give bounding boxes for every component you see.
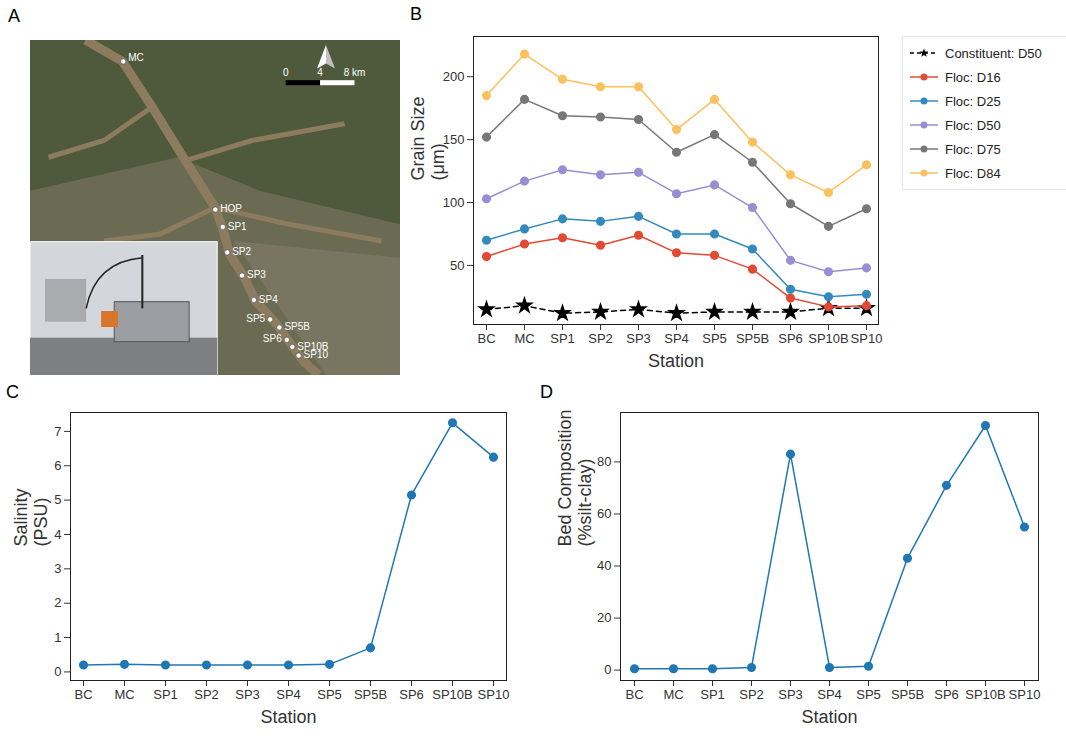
- svg-text:SP6: SP6: [399, 687, 424, 702]
- html-text:C: C: [6, 382, 19, 402]
- html-text:Constituent: D50: Constituent: D50: [945, 45, 1042, 61]
- svg-text:0: 0: [604, 662, 611, 677]
- svg-text:SP4: SP4: [664, 331, 689, 346]
- html-text:B: B: [410, 4, 422, 24]
- svg-text:SP4: SP4: [276, 687, 301, 702]
- svg-text:SP3: SP3: [778, 687, 803, 702]
- svg-text:5: 5: [54, 492, 61, 507]
- svg-text:Station: Station: [260, 707, 316, 727]
- svg-text:0: 0: [54, 664, 61, 679]
- svg-text:HOP: HOP: [220, 203, 242, 214]
- svg-text:80: 80: [597, 454, 611, 469]
- svg-text:8 km: 8 km: [344, 67, 366, 78]
- svg-text:SP5B: SP5B: [284, 321, 310, 332]
- svg-text:Salinity(PSU): Salinity(PSU): [11, 488, 51, 546]
- svg-text:SP10B: SP10B: [965, 687, 1005, 702]
- svg-text:BC: BC: [74, 687, 92, 702]
- svg-text:SP5B: SP5B: [354, 687, 387, 702]
- svg-text:SP2: SP2: [739, 687, 764, 702]
- svg-text:200: 200: [443, 69, 465, 84]
- svg-text:SP1: SP1: [700, 687, 725, 702]
- svg-text:SP3: SP3: [235, 687, 260, 702]
- svg-text:4: 4: [317, 67, 323, 78]
- html-text:Floc: D75: Floc: D75: [945, 141, 1001, 157]
- svg-text:2: 2: [54, 595, 61, 610]
- svg-text:50: 50: [450, 258, 464, 273]
- svg-text:SP5B: SP5B: [891, 687, 924, 702]
- svg-text:SP10B: SP10B: [808, 331, 848, 346]
- svg-text:SP5: SP5: [317, 687, 342, 702]
- svg-text:SP2: SP2: [194, 687, 219, 702]
- svg-text:SP4: SP4: [817, 687, 842, 702]
- svg-text:60: 60: [597, 506, 611, 521]
- svg-text:SP10: SP10: [304, 349, 329, 360]
- svg-text:SP6: SP6: [263, 333, 282, 344]
- svg-text:SP10B: SP10B: [297, 340, 329, 352]
- svg-text:150: 150: [442, 131, 465, 147]
- svg-text:100: 100: [443, 195, 465, 210]
- svg-text:MC: MC: [114, 687, 134, 702]
- svg-text:SP5: SP5: [246, 313, 265, 324]
- html-text:D: D: [540, 382, 553, 402]
- svg-text:SP4: SP4: [259, 294, 278, 305]
- svg-text:SP1: SP1: [153, 687, 178, 702]
- svg-text:SP2: SP2: [232, 246, 251, 257]
- svg-text:BC: BC: [477, 331, 495, 346]
- svg-text:Station: Station: [801, 707, 857, 727]
- svg-text:40: 40: [597, 558, 611, 573]
- svg-text:SP5: SP5: [702, 331, 727, 346]
- svg-text:SP2: SP2: [588, 331, 613, 346]
- svg-text:0: 0: [283, 67, 289, 78]
- svg-text:SP5B: SP5B: [736, 331, 769, 346]
- html-text:Floc: D25: Floc: D25: [945, 93, 1001, 109]
- svg-text:SP5: SP5: [856, 687, 881, 702]
- svg-text:7: 7: [54, 424, 61, 439]
- svg-text:4: 4: [54, 527, 61, 542]
- svg-text:6: 6: [54, 458, 61, 473]
- svg-text:3: 3: [54, 561, 61, 576]
- svg-text:SP1: SP1: [550, 331, 575, 346]
- svg-text:SP6: SP6: [778, 331, 803, 346]
- svg-text:20: 20: [597, 610, 611, 625]
- svg-text:SP6: SP6: [934, 687, 959, 702]
- svg-text:SP1: SP1: [228, 221, 247, 232]
- svg-text:MC: MC: [663, 687, 683, 702]
- svg-text:Bed Composition(%silt-clay): Bed Composition(%silt-clay): [555, 409, 595, 546]
- svg-text:SP3: SP3: [247, 269, 266, 280]
- svg-text:1: 1: [54, 630, 61, 645]
- svg-text:SP10: SP10: [851, 331, 883, 346]
- svg-text:SP10: SP10: [1009, 687, 1041, 702]
- html-text:Floc: D16: Floc: D16: [945, 69, 1001, 85]
- html-text:A: A: [8, 6, 20, 26]
- svg-text:SP10: SP10: [478, 687, 510, 702]
- svg-text:BC: BC: [625, 687, 643, 702]
- svg-text:MC: MC: [128, 52, 144, 63]
- svg-text:SP10B: SP10B: [432, 687, 472, 702]
- html-text:Floc: D50: Floc: D50: [945, 117, 1001, 133]
- svg-text:SP3: SP3: [626, 331, 651, 346]
- svg-text:Grain Size(μm): Grain Size(μm): [408, 96, 448, 180]
- svg-text:Station: Station: [648, 351, 704, 371]
- svg-text:MC: MC: [514, 331, 534, 346]
- html-text:Floc: D84: Floc: D84: [945, 165, 1001, 181]
